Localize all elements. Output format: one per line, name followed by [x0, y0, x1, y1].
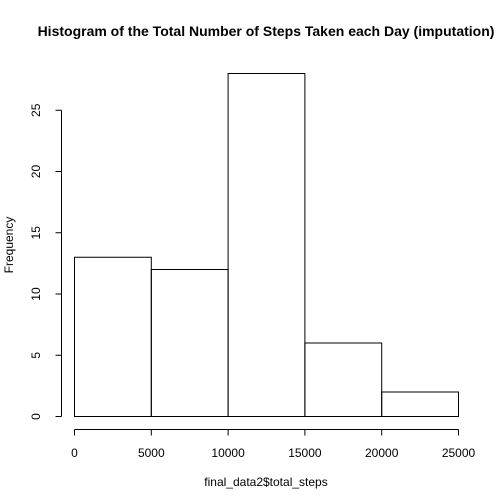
y-axis-label: Frequency — [2, 217, 16, 274]
x-tick-label-0: 0 — [71, 446, 78, 460]
chart-title: Histogram of the Total Number of Steps T… — [38, 23, 495, 39]
histogram-bar-2 — [227, 73, 306, 417]
y-tick-label-0: 0 — [29, 413, 43, 420]
y-tick-label-1: 5 — [29, 352, 43, 359]
histogram-bar-3 — [304, 342, 383, 417]
y-tick-label-2: 10 — [29, 287, 43, 301]
x-tick-label-4: 20000 — [365, 446, 399, 460]
y-tick-label-4: 20 — [29, 165, 43, 179]
x-axis: 0 5000 10000 15000 20000 25000 — [71, 429, 476, 460]
x-tick-label-3: 15000 — [288, 446, 322, 460]
y-axis: 0 5 10 15 20 25 — [29, 103, 62, 420]
y-tick-label-3: 15 — [29, 226, 43, 240]
histogram-bar-4 — [381, 391, 460, 417]
histogram-bars — [74, 73, 460, 417]
histogram-bar-1 — [150, 269, 229, 417]
x-tick-label-2: 10000 — [211, 446, 245, 460]
x-axis-label: final_data2$total_steps — [204, 475, 327, 489]
histogram-bar-0 — [74, 256, 152, 417]
x-tick-label-5: 25000 — [442, 446, 476, 460]
x-tick-label-1: 5000 — [138, 446, 165, 460]
y-tick-label-5: 25 — [29, 103, 43, 117]
